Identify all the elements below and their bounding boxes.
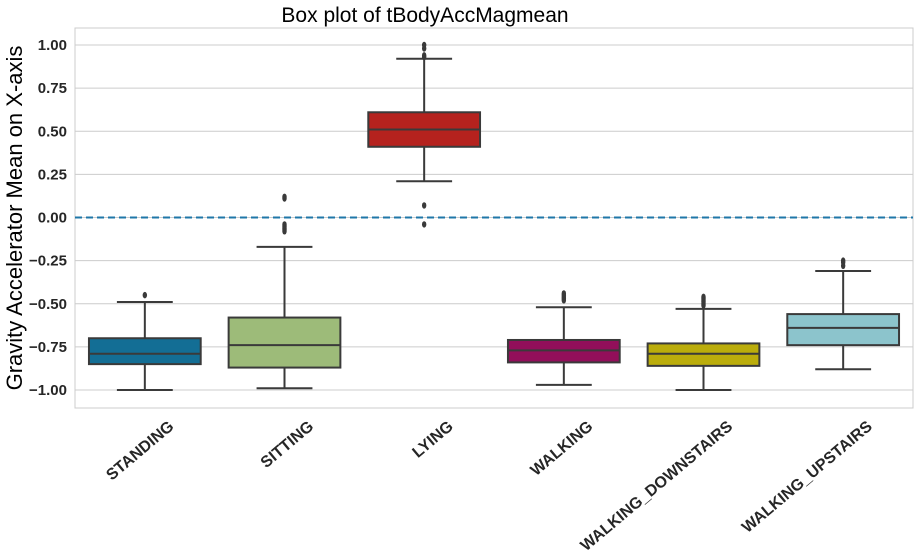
iqr-box (227, 316, 342, 369)
outlier-point (561, 290, 567, 297)
box-lying (367, 41, 482, 228)
y-tick-label: 0.50 (38, 123, 67, 140)
y-tick-labels: 1.00 0.75 0.50 0.25 0.00 −0.25 −0.50 −0.75 −1.00 (29, 37, 67, 399)
y-tick-label: −0.50 (29, 296, 67, 313)
outlier-point (421, 221, 427, 228)
y-tick-label: −0.75 (29, 339, 67, 356)
y-tick-label: 1.00 (38, 37, 67, 54)
outlier-point (421, 52, 427, 59)
box-layer (87, 41, 901, 391)
y-tick-label: 0.25 (38, 166, 67, 183)
outlier-point (142, 291, 148, 299)
y-tick-label: −0.25 (29, 253, 67, 270)
y-tick-label: 0.75 (38, 80, 67, 97)
chart-title: Box plot of tBodyAccMagmean (281, 4, 568, 27)
outlier-point (701, 293, 706, 301)
box-walking (506, 290, 621, 386)
box-walking-downstairs (646, 293, 761, 391)
iqr-box (786, 313, 901, 347)
x-tick-label: SITTING (258, 418, 317, 472)
box-walking-upstairs (786, 257, 901, 371)
outlier-point (282, 221, 287, 228)
y-tick-label: −1.00 (29, 382, 67, 399)
x-tick-label: STANDING (103, 418, 177, 484)
outlier-point (840, 257, 846, 264)
outlier-point (282, 193, 287, 200)
x-tick-labels: STANDING SITTING LYING WALKINGWALKING_DOWNS… (103, 418, 876, 550)
x-tick-label: WALKING_UPSTAIRS (739, 418, 876, 537)
x-tick-label: WALKING_DOWNSTAIRS (578, 418, 737, 550)
outlier-point (421, 202, 427, 209)
outlier-point (421, 41, 427, 49)
y-axis-label: Gravity Accelerator Mean on X-axis (2, 46, 27, 391)
x-tick-label: WALKING (528, 418, 597, 480)
x-tick-label: LYING (409, 418, 456, 462)
iqr-box (87, 337, 202, 366)
y-tick-label: 0.00 (38, 210, 67, 227)
box-sitting (227, 193, 342, 390)
box-standing (87, 291, 202, 391)
